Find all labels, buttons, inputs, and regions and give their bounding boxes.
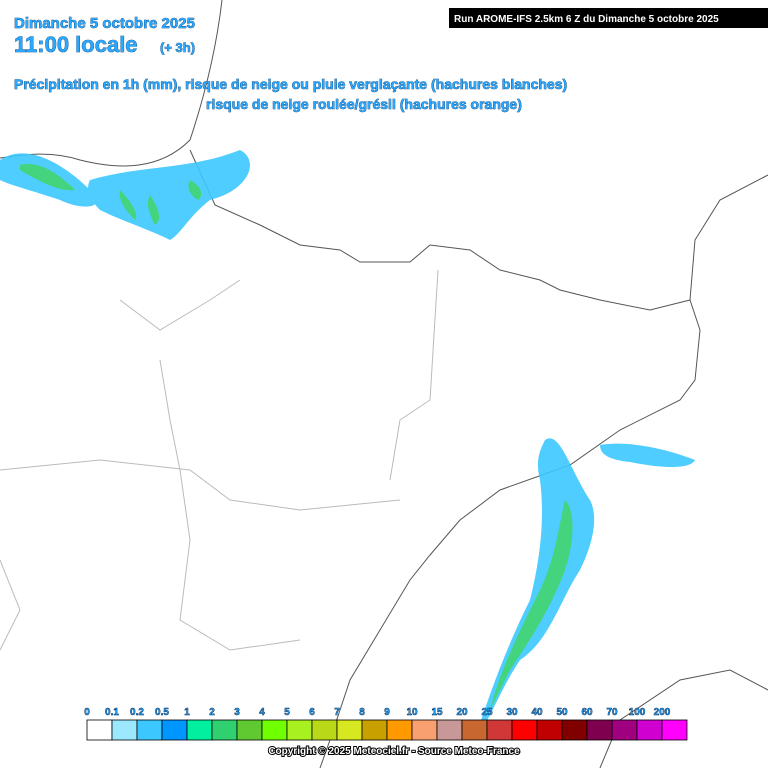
legend-swatch (511, 719, 538, 741)
legend-swatch (561, 719, 588, 741)
legend-swatch (211, 719, 238, 741)
copyright: Copyright © 2025 Meteociel.fr - Source M… (268, 746, 520, 757)
legend-swatch (461, 719, 488, 741)
legend-label: 70 (606, 707, 618, 718)
legend-swatch (336, 719, 363, 741)
precipitation (0, 150, 695, 740)
legend-swatch (111, 719, 138, 741)
legend-label: 25 (481, 707, 493, 718)
legend-label: 3 (234, 707, 240, 718)
description: risque de neige roulée/grésil (hachures … (206, 96, 522, 112)
legend-label: 100 (629, 707, 646, 718)
lead: (+ 3h) (160, 40, 195, 55)
legend-label: 1 (184, 707, 190, 718)
legend-swatch (611, 719, 638, 741)
legend-swatch (386, 719, 413, 741)
legend-label: 9 (384, 707, 390, 718)
legend-label: 30 (506, 707, 518, 718)
legend-label: 40 (531, 707, 543, 718)
legend-label: 4 (259, 707, 265, 718)
legend-swatch (411, 719, 438, 741)
legend-label: 200 (654, 707, 671, 718)
time: 11:00 locale (14, 32, 138, 57)
date: Dimanche 5 octobre 2025 (14, 15, 195, 32)
legend-label: 20 (456, 707, 468, 718)
description: Précipitation en 1h (mm), risque de neig… (14, 76, 567, 92)
run-box (449, 8, 768, 28)
legend-swatch (636, 719, 663, 741)
run-label: Run AROME-IFS 2.5km 6 Z du Dimanche 5 oc… (454, 14, 719, 25)
legend-label: 7 (334, 707, 340, 718)
legend-swatch (486, 719, 513, 741)
legend-swatch (161, 719, 188, 741)
legend-label: 5 (284, 707, 290, 718)
legend-label: 60 (581, 707, 593, 718)
legend-swatch (436, 719, 463, 741)
legend-swatch (186, 719, 213, 741)
legend-label: 0.2 (130, 707, 144, 718)
legend-label: 0.1 (105, 707, 119, 718)
legend-label: 6 (309, 707, 315, 718)
legend: 0 0.1 0.2 0.5 1 2 3 4 5 6 7 8 9 10 15 20 25 30 40 50 60 70 100… (84, 707, 688, 741)
legend-label: 0 (84, 707, 90, 718)
legend-swatch (661, 719, 688, 741)
legend-swatch (86, 719, 113, 741)
legend-label: 2 (209, 707, 215, 718)
legend-swatch (261, 719, 288, 741)
legend-swatch (361, 719, 388, 741)
legend-label: 15 (431, 707, 443, 718)
legend-swatch (311, 719, 338, 741)
legend-label: 50 (556, 707, 568, 718)
legend-label: 8 (359, 707, 365, 718)
legend-swatch (236, 719, 263, 741)
legend-swatch (586, 719, 613, 741)
legend-swatch (286, 719, 313, 741)
legend-swatch (536, 719, 563, 741)
legend-label: 0.5 (155, 707, 169, 718)
legend-label: 10 (406, 707, 418, 718)
legend-swatch (136, 719, 163, 741)
